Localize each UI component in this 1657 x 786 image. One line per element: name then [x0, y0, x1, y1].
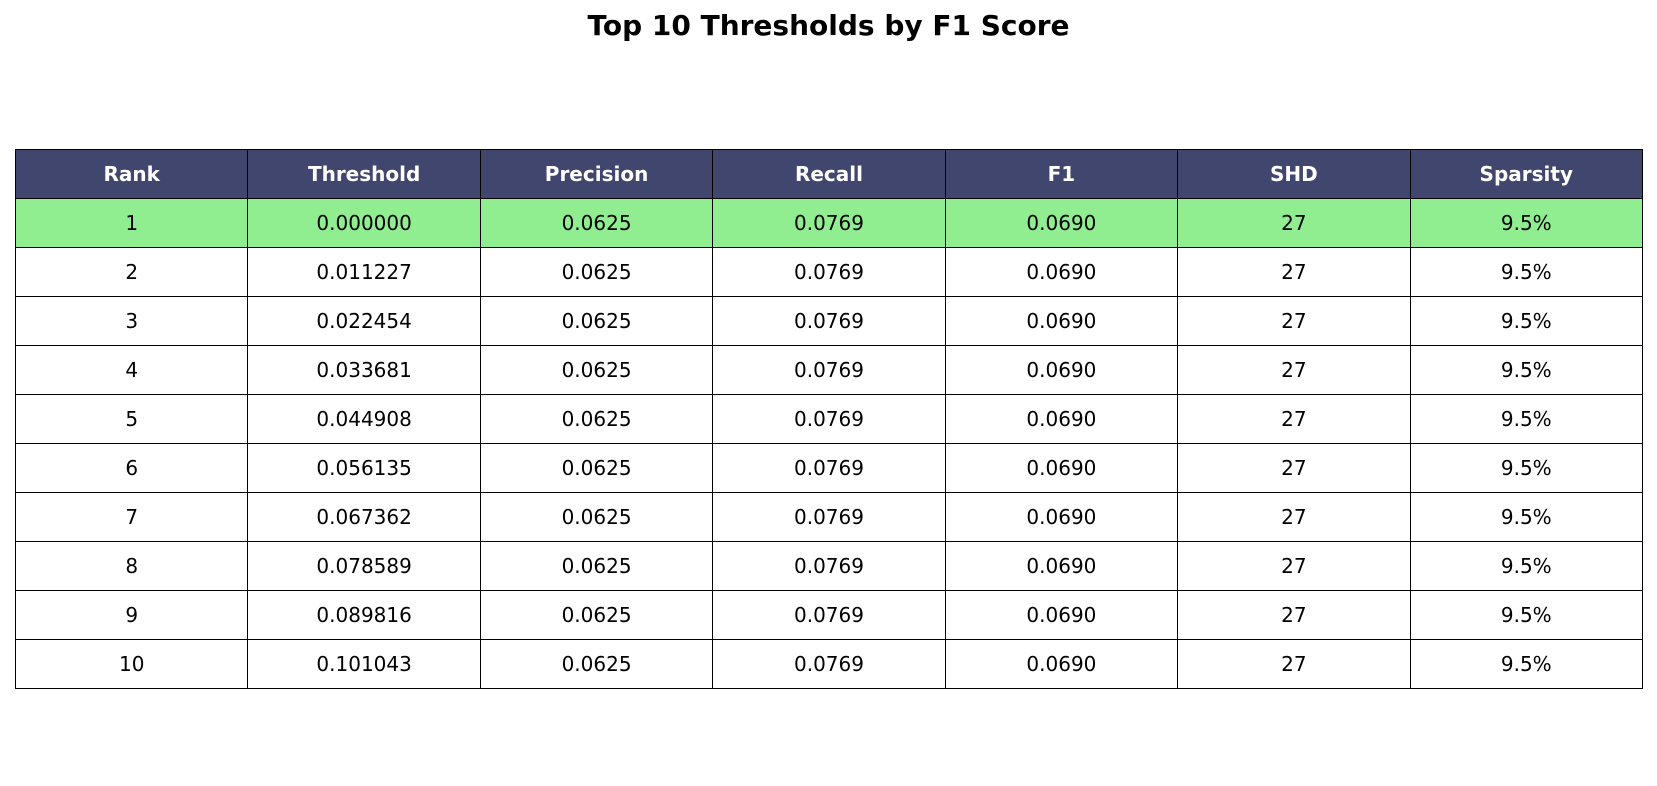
cell-f1: 0.0690 — [944, 541, 1179, 591]
cell-precision: 0.0625 — [479, 247, 714, 297]
cell-sparsity: 9.5% — [1409, 198, 1644, 248]
cell-rank: 7 — [14, 492, 249, 542]
cell-shd: 27 — [1177, 296, 1411, 346]
table-row: 10 0.101043 0.0625 0.0769 0.0690 27 9.5% — [14, 639, 1644, 689]
table-title: Top 10 Thresholds by F1 Score — [587, 9, 1070, 42]
cell-shd: 27 — [1177, 590, 1411, 640]
table-row: 6 0.056135 0.0625 0.0769 0.0690 27 9.5% — [14, 443, 1644, 493]
cell-shd: 27 — [1177, 198, 1411, 248]
table-header: Rank Threshold Precision Recall F1 SHD Sparsit… — [14, 149, 1644, 199]
cell-precision: 0.0625 — [479, 394, 714, 444]
cell-sparsity: 9.5% — [1409, 639, 1644, 689]
cell-f1: 0.0690 — [944, 198, 1179, 248]
cell-rank: 1 — [14, 198, 249, 248]
cell-shd: 27 — [1177, 394, 1411, 444]
cell-recall: 0.0769 — [712, 639, 946, 689]
cell-sparsity: 9.5% — [1409, 443, 1644, 493]
cell-threshold: 0.067362 — [247, 492, 481, 542]
cell-precision: 0.0625 — [479, 639, 714, 689]
cell-threshold: 0.022454 — [247, 296, 481, 346]
cell-threshold: 0.089816 — [247, 590, 481, 640]
cell-recall: 0.0769 — [712, 443, 946, 493]
cell-recall: 0.0769 — [712, 198, 946, 248]
table-row: 9 0.089816 0.0625 0.0769 0.0690 27 9.5% — [14, 590, 1644, 640]
cell-f1: 0.0690 — [944, 639, 1179, 689]
cell-rank: 2 — [14, 247, 249, 297]
cell-precision: 0.0625 — [479, 443, 714, 493]
cell-recall: 0.0769 — [712, 296, 946, 346]
cell-rank: 10 — [14, 639, 249, 689]
cell-precision: 0.0625 — [479, 296, 714, 346]
cell-threshold: 0.078589 — [247, 541, 481, 591]
cell-precision: 0.0625 — [479, 590, 714, 640]
header-row: Rank Threshold Precision Recall F1 SHD Sparsit… — [14, 149, 1644, 199]
cell-sparsity: 9.5% — [1409, 247, 1644, 297]
column-header-recall: Recall — [712, 149, 946, 199]
table-row: 7 0.067362 0.0625 0.0769 0.0690 27 9.5% — [14, 492, 1644, 542]
cell-rank: 6 — [14, 443, 249, 493]
cell-precision: 0.0625 — [479, 198, 714, 248]
cell-shd: 27 — [1177, 247, 1411, 297]
cell-recall: 0.0769 — [712, 590, 946, 640]
table-row: 3 0.022454 0.0625 0.0769 0.0690 27 9.5% — [14, 296, 1644, 346]
cell-rank: 5 — [14, 394, 249, 444]
cell-f1: 0.0690 — [944, 443, 1179, 493]
cell-precision: 0.0625 — [479, 345, 714, 395]
results-table: Rank Threshold Precision Recall F1 SHD Sparsit… — [14, 149, 1644, 689]
cell-sparsity: 9.5% — [1409, 492, 1644, 542]
cell-sparsity: 9.5% — [1409, 345, 1644, 395]
cell-shd: 27 — [1177, 345, 1411, 395]
cell-recall: 0.0769 — [712, 492, 946, 542]
cell-shd: 27 — [1177, 541, 1411, 591]
cell-f1: 0.0690 — [944, 247, 1179, 297]
cell-sparsity: 9.5% — [1409, 541, 1644, 591]
table-body: 1 0.000000 0.0625 0.0769 0.0690 27 9.5% 2 0.0112… — [14, 198, 1644, 689]
cell-f1: 0.0690 — [944, 590, 1179, 640]
column-header-threshold: Threshold — [247, 149, 481, 199]
cell-f1: 0.0690 — [944, 492, 1179, 542]
cell-threshold: 0.000000 — [247, 198, 481, 248]
column-header-precision: Precision — [479, 149, 714, 199]
cell-recall: 0.0769 — [712, 394, 946, 444]
cell-rank: 3 — [14, 296, 249, 346]
cell-f1: 0.0690 — [944, 296, 1179, 346]
cell-recall: 0.0769 — [712, 541, 946, 591]
cell-sparsity: 9.5% — [1409, 296, 1644, 346]
cell-f1: 0.0690 — [944, 394, 1179, 444]
table-row: 5 0.044908 0.0625 0.0769 0.0690 27 9.5% — [14, 394, 1644, 444]
column-header-sparsity: Sparsity — [1409, 149, 1644, 199]
cell-rank: 9 — [14, 590, 249, 640]
column-header-f1: F1 — [944, 149, 1179, 199]
cell-precision: 0.0625 — [479, 492, 714, 542]
table-row: 1 0.000000 0.0625 0.0769 0.0690 27 9.5% — [14, 198, 1644, 248]
cell-sparsity: 9.5% — [1409, 394, 1644, 444]
cell-recall: 0.0769 — [712, 345, 946, 395]
cell-shd: 27 — [1177, 492, 1411, 542]
cell-rank: 8 — [14, 541, 249, 591]
cell-recall: 0.0769 — [712, 247, 946, 297]
column-header-shd: SHD — [1177, 149, 1411, 199]
cell-threshold: 0.011227 — [247, 247, 481, 297]
column-header-rank: Rank — [14, 149, 249, 199]
table-row: 2 0.011227 0.0625 0.0769 0.0690 27 9.5% — [14, 247, 1644, 297]
cell-threshold: 0.101043 — [247, 639, 481, 689]
table-row: 4 0.033681 0.0625 0.0769 0.0690 27 9.5% — [14, 345, 1644, 395]
cell-threshold: 0.044908 — [247, 394, 481, 444]
cell-sparsity: 9.5% — [1409, 590, 1644, 640]
cell-shd: 27 — [1177, 639, 1411, 689]
cell-threshold: 0.056135 — [247, 443, 481, 493]
cell-precision: 0.0625 — [479, 541, 714, 591]
cell-rank: 4 — [14, 345, 249, 395]
table-row: 8 0.078589 0.0625 0.0769 0.0690 27 9.5% — [14, 541, 1644, 591]
cell-shd: 27 — [1177, 443, 1411, 493]
cell-threshold: 0.033681 — [247, 345, 481, 395]
cell-f1: 0.0690 — [944, 345, 1179, 395]
